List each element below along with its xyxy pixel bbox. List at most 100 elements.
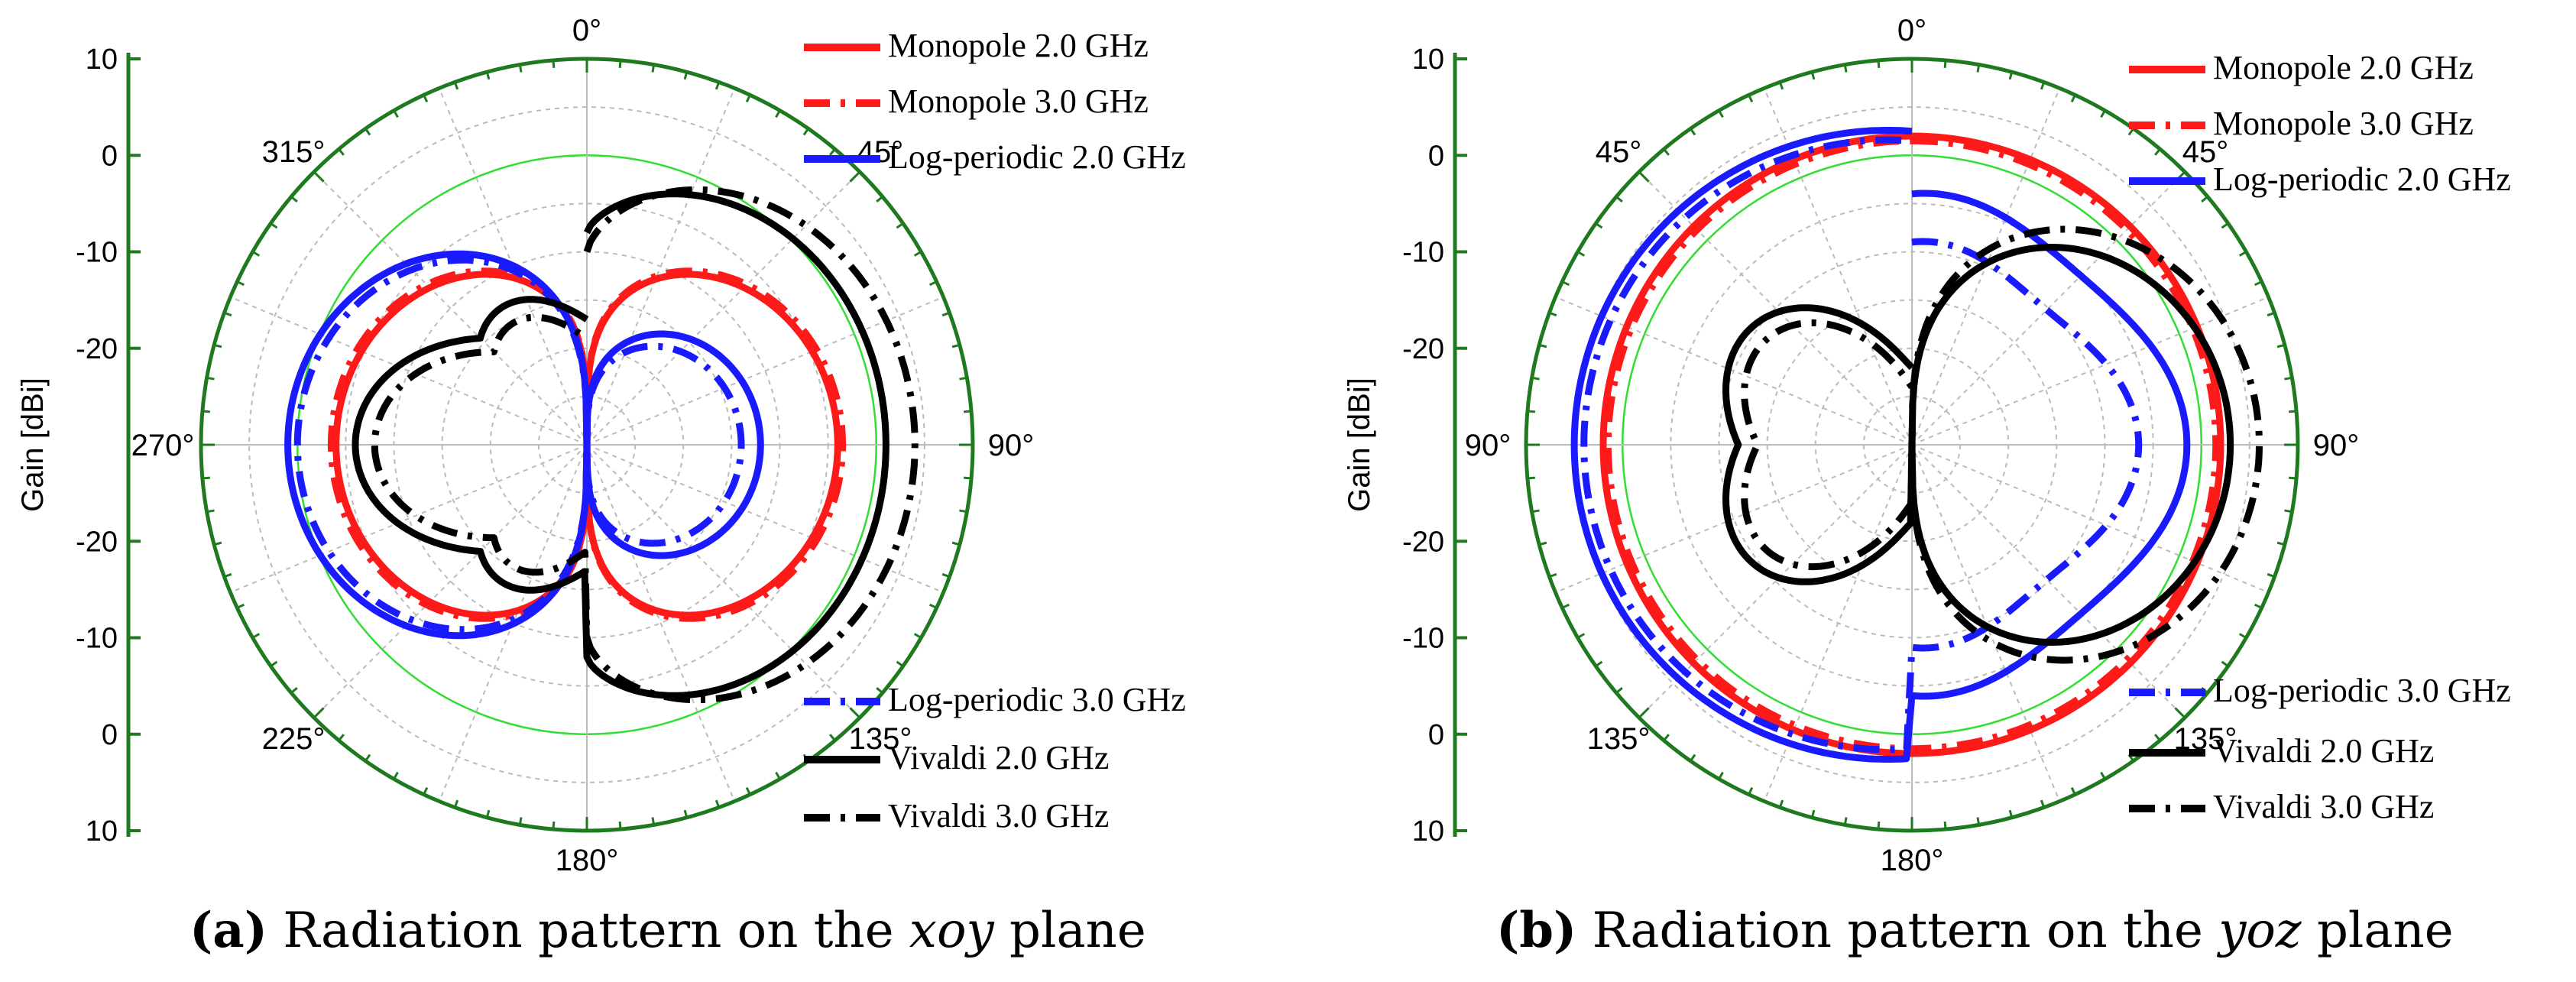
ring-tick xyxy=(1943,821,1947,830)
legend-item: Log-periodic 2.0 GHz xyxy=(804,138,1186,176)
ring-tick xyxy=(1531,509,1540,514)
grid-spoke xyxy=(586,444,944,594)
ring-tick xyxy=(963,410,972,413)
legend-label: Vivaldi 2.0 GHz xyxy=(2213,732,2434,770)
ring-tick xyxy=(1778,799,1784,809)
series-line xyxy=(1580,136,2143,754)
ring-tick xyxy=(2127,128,2134,136)
ring-tick xyxy=(2254,280,2263,287)
gain-tick-label: -10 xyxy=(76,237,118,269)
ring-tick xyxy=(236,280,245,287)
grid-spoke xyxy=(230,296,588,446)
ring-tick xyxy=(1718,771,1724,780)
ring-tick xyxy=(1561,603,1570,609)
legend: Monopole 2.0 GHz Monopole 3.0 GHz Log-peri… xyxy=(804,27,1186,835)
gain-tick-label: 0 xyxy=(102,719,118,751)
ring-tick xyxy=(714,81,721,90)
legend-item: Log-periodic 3.0 GHz xyxy=(804,681,1186,718)
legend-label: Monopole 2.0 GHz xyxy=(888,27,1149,64)
ring-tick xyxy=(951,343,961,348)
ring-tick xyxy=(1538,343,1547,348)
ring-tick xyxy=(213,343,222,348)
ring-tick xyxy=(951,541,961,546)
ring-tick xyxy=(1877,821,1881,830)
ring-tick xyxy=(928,603,938,609)
ring-tick xyxy=(896,222,904,229)
legend-label: Log-periodic 2.0 GHz xyxy=(888,138,1186,176)
legend-label: Vivaldi 3.0 GHz xyxy=(888,797,1109,835)
angle-label: 315° xyxy=(262,135,326,169)
ring-tick xyxy=(290,196,298,203)
caption-a: (a) Radiation pattern on the xoy plane xyxy=(190,902,1146,959)
ring-tick xyxy=(683,71,689,80)
grid-spoke xyxy=(586,296,944,446)
ring-tick xyxy=(270,222,278,229)
ring-tick xyxy=(202,410,211,413)
ring-tick xyxy=(2276,343,2286,348)
ring-tick xyxy=(1690,128,1696,136)
angle-label: 180° xyxy=(1881,844,1944,871)
ring-tick xyxy=(338,734,345,741)
grid-spoke xyxy=(1555,296,1913,446)
ring-tick xyxy=(2154,148,2161,156)
ring-tick xyxy=(913,251,922,257)
ring-tick xyxy=(896,660,904,667)
grid-spoke xyxy=(1638,171,1913,446)
ring-tick xyxy=(223,572,232,579)
polar-grid xyxy=(199,57,975,833)
ring-tick xyxy=(1576,633,1586,639)
gain-tick-label: 10 xyxy=(86,815,118,848)
legend-label: Monopole 2.0 GHz xyxy=(2213,49,2474,86)
legend-label: Vivaldi 3.0 GHz xyxy=(2213,788,2434,825)
ring-tick xyxy=(2040,799,2046,809)
angle-label: 0° xyxy=(1897,14,1926,47)
ring-tick xyxy=(518,64,523,73)
ring-tick xyxy=(1690,754,1696,762)
ring-tick xyxy=(206,376,215,381)
ring-tick xyxy=(552,60,556,69)
angle-label: 0° xyxy=(572,14,601,47)
series-curves xyxy=(284,186,919,704)
gain-axis-title: Gain [dBi] xyxy=(16,378,50,512)
caption-text: plane xyxy=(1009,903,1146,959)
ring-tick xyxy=(829,734,836,741)
ring-tick xyxy=(2201,196,2208,203)
ring-tick xyxy=(1877,60,1881,69)
angle-label: 45° xyxy=(1596,135,1642,169)
gain-tick-label: 0 xyxy=(1428,719,1444,751)
grid-spoke xyxy=(586,444,736,802)
ring-tick xyxy=(313,170,325,183)
angle-label: 135° xyxy=(849,722,912,756)
ring-tick xyxy=(2008,809,2014,818)
angle-label: 45° xyxy=(857,135,904,169)
ring-tick xyxy=(1638,707,1650,719)
series-curves xyxy=(1570,127,2263,763)
ring-tick xyxy=(745,94,751,103)
angle-label: 180° xyxy=(556,844,619,871)
series-line xyxy=(1741,225,2263,664)
ring-tick xyxy=(338,148,345,156)
ring-tick xyxy=(876,687,883,694)
gain-tick-label: -20 xyxy=(1402,333,1444,365)
grid-spoke xyxy=(1911,444,2269,594)
ring-tick xyxy=(651,64,656,73)
ring-tick xyxy=(1595,660,1603,667)
ring-tick xyxy=(618,60,622,69)
ring-tick xyxy=(393,771,399,780)
legend: Monopole 2.0 GHz Monopole 3.0 GHz Log-peri… xyxy=(2129,49,2511,825)
ring-tick xyxy=(423,786,429,796)
ring-tick xyxy=(365,128,371,136)
legend-item: Monopole 3.0 GHz xyxy=(804,83,1149,120)
ring-tick xyxy=(775,109,781,118)
ring-tick xyxy=(2254,603,2263,609)
ring-tick xyxy=(959,509,967,514)
caption-text: Radiation pattern on the xyxy=(1592,903,2203,959)
angle-label: 90° xyxy=(988,429,1035,462)
ring-tick xyxy=(2238,251,2247,257)
ring-tick xyxy=(1843,64,1848,73)
ring-tick xyxy=(1548,311,1557,317)
gain-axis: 10 0 -10 -20 -20 -10 0 10 Gain [dBi] xyxy=(16,44,141,848)
ring-tick xyxy=(714,799,721,809)
ring-tick xyxy=(2070,94,2076,103)
